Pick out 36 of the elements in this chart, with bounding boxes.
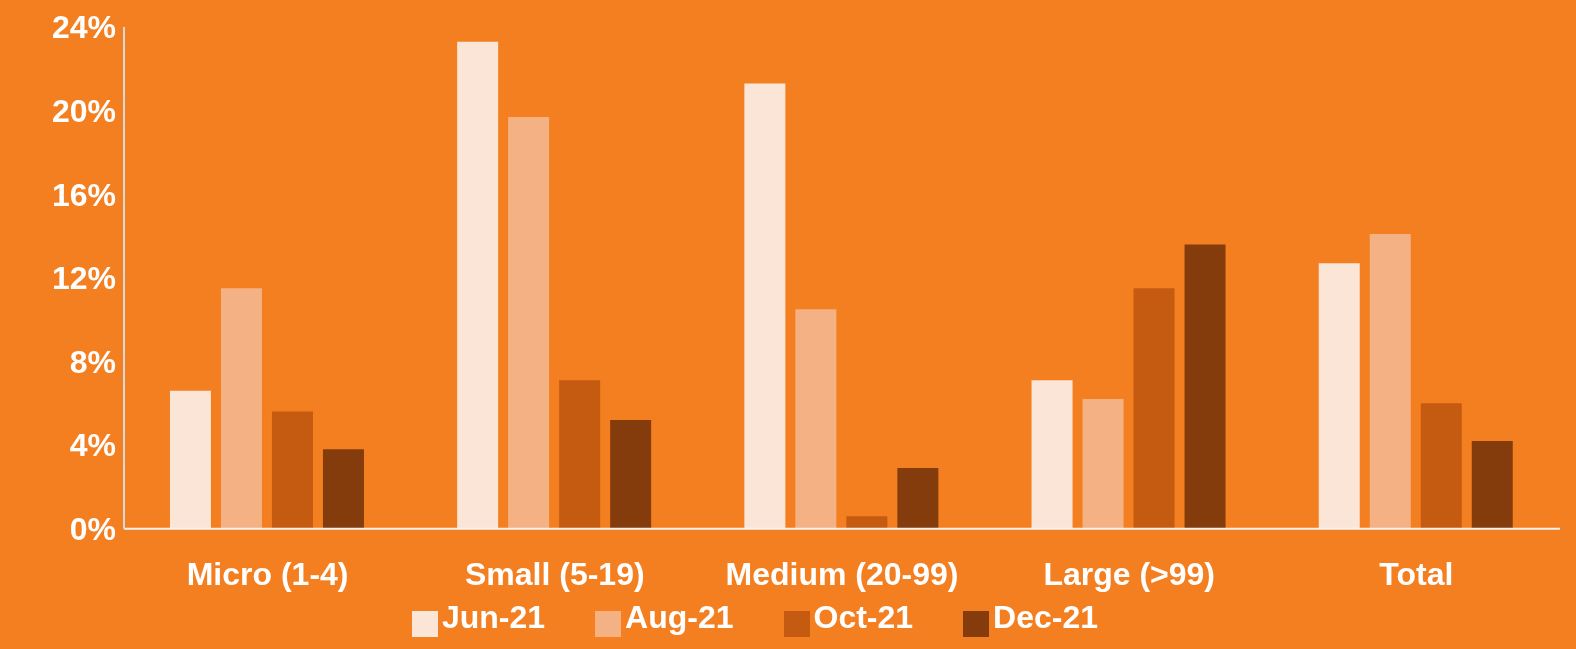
- bar: [744, 83, 786, 529]
- bar: [1420, 403, 1462, 529]
- bar: [1184, 244, 1226, 529]
- bar: [559, 380, 601, 529]
- bar: [1471, 440, 1513, 529]
- legend-label: Aug-21: [625, 598, 734, 635]
- legend-label: Dec-21: [993, 598, 1099, 635]
- x-tick-label: Large (>99): [1043, 556, 1216, 593]
- y-tick-label: 16%: [51, 176, 116, 213]
- bar: [610, 419, 652, 529]
- legend-label: Oct-21: [813, 598, 914, 635]
- x-tick-label: Micro (1-4): [186, 556, 349, 593]
- bar: [795, 309, 837, 529]
- bar: [1031, 380, 1073, 529]
- y-tick-label: 12%: [51, 260, 116, 297]
- bar: [271, 411, 313, 529]
- bar: [1318, 263, 1360, 529]
- bar: [1082, 399, 1124, 529]
- legend-label: Jun-21: [441, 598, 546, 635]
- y-tick-label: 24%: [51, 9, 116, 46]
- x-tick-label: Small (5-19): [464, 556, 645, 593]
- y-tick-label: 0%: [69, 511, 116, 548]
- y-tick-label: 8%: [69, 343, 116, 380]
- bar: [457, 41, 499, 529]
- bar: [1369, 233, 1411, 529]
- x-tick-label: Total: [1379, 556, 1454, 593]
- y-tick-label: 20%: [51, 92, 116, 129]
- bar: [322, 449, 364, 529]
- y-tick-label: 4%: [69, 427, 116, 464]
- bar: [897, 468, 939, 529]
- x-tick-label: Medium (20-99): [725, 556, 959, 593]
- bar: [220, 288, 262, 529]
- bar: [846, 516, 888, 529]
- bar: [169, 390, 211, 529]
- bar: [1133, 288, 1175, 529]
- bar: [508, 116, 550, 529]
